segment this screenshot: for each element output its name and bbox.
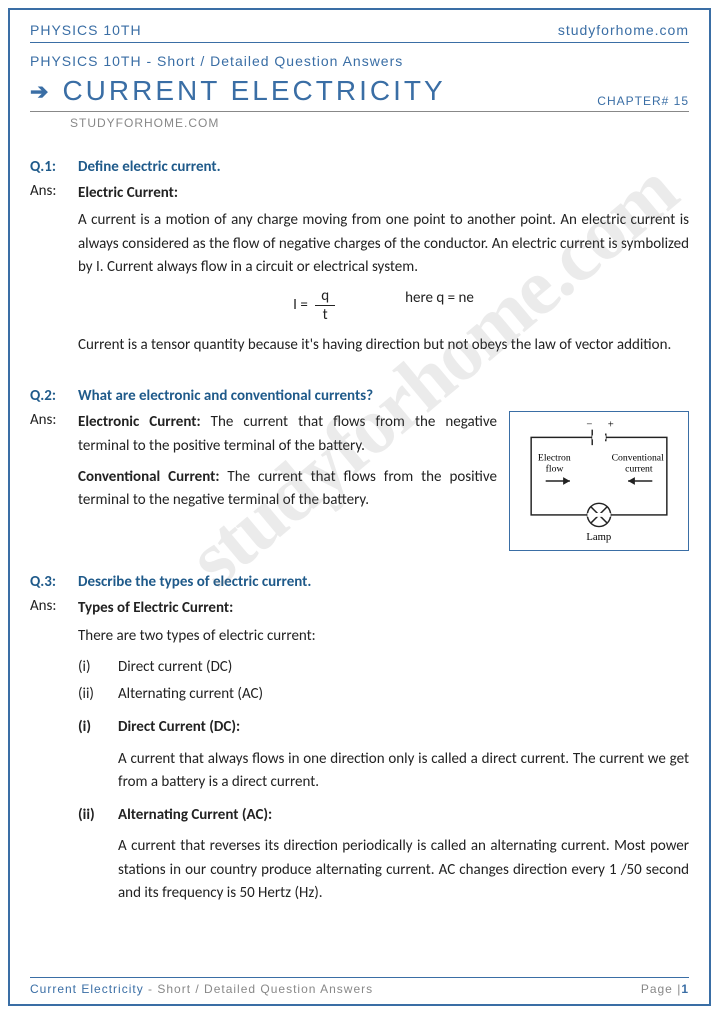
conventional-current-label: Conventional	[612, 453, 665, 464]
answer-body: Types of Electric Current: There are two…	[78, 597, 689, 905]
chapter-label: CHAPTER# 15	[597, 94, 689, 108]
list-item: (ii) Alternating current (AC)	[78, 683, 689, 706]
electron-flow-label: Electron	[538, 453, 571, 464]
fraction: q t	[315, 287, 335, 324]
sub-paragraph: A current that always flows in one direc…	[78, 748, 689, 795]
list-item: (i) Direct current (DC)	[78, 656, 689, 679]
sub-paragraph: A current that reverses its direction pe…	[78, 835, 689, 905]
answer-heading: Electric Current:	[78, 182, 689, 205]
answer-label: Ans:	[30, 411, 68, 551]
minus-label: −	[586, 420, 592, 431]
answer-label: Ans:	[30, 182, 68, 365]
footer-right: Page |1	[641, 982, 689, 996]
circuit-diagram: − + Electron flow Conventional current	[509, 411, 689, 551]
answer-body: Electronic Current: The current that flo…	[78, 411, 689, 551]
qa-block-2: Q.2: What are electronic and conventiona…	[30, 387, 689, 551]
answer-label: Ans:	[30, 597, 68, 905]
question-number: Q.1:	[30, 158, 68, 176]
question-number: Q.3:	[30, 573, 68, 591]
sub-heading: Conventional Current:	[78, 468, 219, 486]
formula: I = q t here q = ne	[78, 287, 689, 324]
page-subtitle: PHYSICS 10TH - Short / Detailed Question…	[30, 53, 689, 69]
answer-intro: There are two types of electric current:	[78, 625, 689, 648]
lamp-label: Lamp	[586, 532, 611, 543]
qa-block-1: Q.1: Define electric current. Ans: Elect…	[30, 158, 689, 365]
formula-equation: I = q t	[293, 287, 335, 324]
question-text: Describe the types of electric current.	[78, 573, 311, 591]
header-right: studyforhome.com	[558, 22, 689, 38]
sub-section-dc: (i) Direct Current (DC): A current that …	[78, 716, 689, 794]
title-row: ➔ CURRENT ELECTRICITY	[30, 75, 689, 107]
answer-paragraph: A current is a motion of any charge movi…	[78, 209, 689, 279]
footer-left: Current Electricity - Short / Detailed Q…	[30, 982, 373, 996]
qa-block-3: Q.3: Describe the types of electric curr…	[30, 573, 689, 905]
question-text: Define electric current.	[78, 158, 221, 176]
site-label: STUDYFORHOME.COM	[70, 116, 689, 130]
top-header: PHYSICS 10TH studyforhome.com	[30, 22, 689, 43]
question-number: Q.2:	[30, 387, 68, 405]
answer-heading: Types of Electric Current:	[78, 597, 689, 620]
answer-body: Electric Current: A current is a motion …	[78, 182, 689, 365]
svg-text:current: current	[625, 464, 653, 475]
header-left: PHYSICS 10TH	[30, 22, 142, 38]
answer-paragraph: Current is a tensor quantity because it'…	[78, 334, 689, 357]
question-text: What are electronic and conventional cur…	[78, 387, 373, 405]
sub-heading: Electronic Current:	[78, 413, 201, 431]
page-footer: Current Electricity - Short / Detailed Q…	[30, 977, 689, 996]
circuit-svg: − + Electron flow Conventional current	[516, 418, 682, 544]
sub-section-ac: (ii) Alternating Current (AC): A current…	[78, 804, 689, 905]
plus-label: +	[608, 420, 614, 431]
page-title: CURRENT ELECTRICITY	[62, 75, 445, 107]
title-underline	[30, 111, 689, 112]
svg-text:flow: flow	[546, 464, 564, 475]
formula-note: here q = ne	[405, 287, 474, 324]
arrow-right-icon: ➔	[30, 78, 48, 105]
document-page: studyforhome.com PHYSICS 10TH studyforho…	[8, 8, 711, 1006]
